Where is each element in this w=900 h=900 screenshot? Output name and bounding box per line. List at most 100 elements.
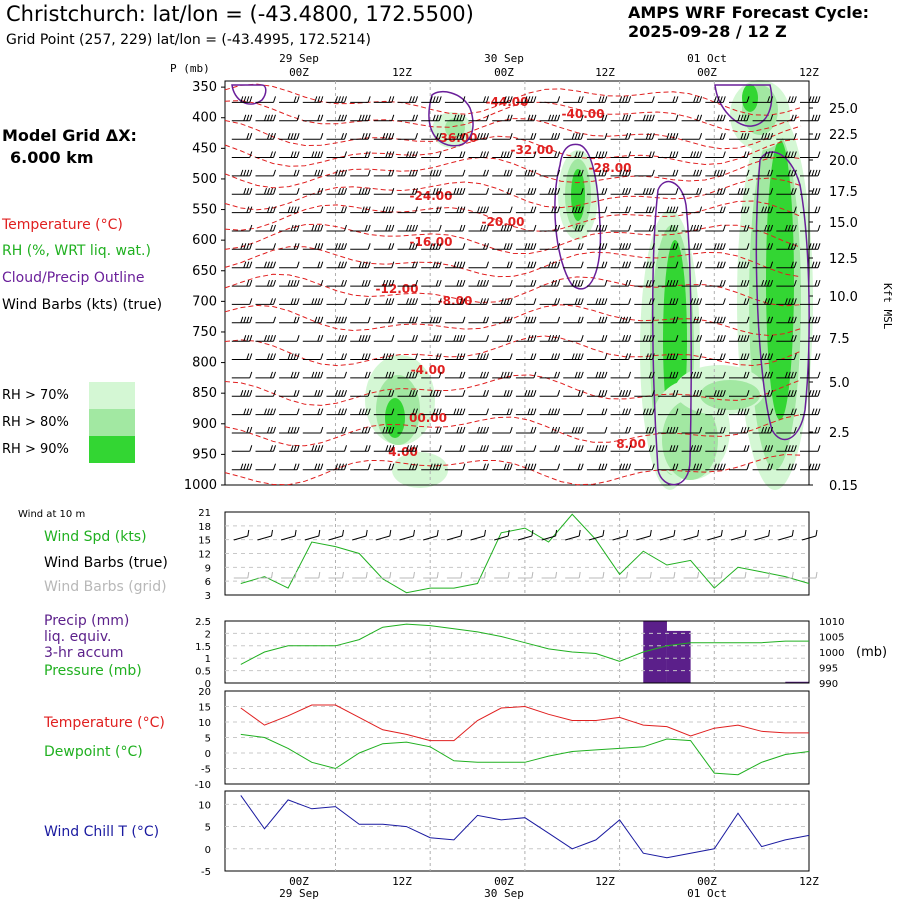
barb-feather: [503, 298, 507, 305]
barb-feather: [438, 316, 442, 323]
barb-feather: [716, 169, 720, 177]
kft-tick-label: 5.0: [829, 376, 850, 391]
wind-barb: [421, 408, 442, 416]
barb-feather: [509, 279, 513, 287]
wind-barb: [279, 316, 300, 324]
barb-feather: [503, 224, 507, 232]
barb-feather: [672, 133, 676, 140]
barb-feather: [699, 206, 703, 213]
barb-feather: [320, 169, 324, 177]
barb-feather: [527, 335, 531, 342]
barb-feather: [651, 390, 655, 397]
legend-rh80-swatch: [89, 409, 135, 436]
barb-feather: [506, 261, 510, 268]
barb-feather: [673, 571, 676, 579]
wind-barb: [350, 96, 371, 103]
barb-feather: [645, 279, 649, 287]
barb-feather: [793, 243, 797, 250]
wind-barb: [729, 261, 750, 269]
wind-barb: [776, 133, 797, 140]
wind-barb: [563, 151, 584, 158]
barb-feather: [604, 169, 608, 177]
barb-feather: [503, 96, 507, 103]
barb-feather: [719, 133, 723, 140]
barb-feather: [577, 133, 581, 140]
wind-barb: [492, 224, 513, 232]
barb-feather: [459, 133, 463, 140]
barb-feather: [675, 243, 679, 250]
barb-feather: [293, 371, 297, 379]
barb-feather: [743, 188, 747, 195]
barb-feather: [672, 206, 676, 213]
wind-barb: [350, 316, 371, 324]
barb-feather: [693, 96, 697, 103]
barb-feather: [554, 445, 558, 452]
barb-feather: [486, 445, 489, 452]
barb-feather: [811, 243, 815, 250]
wind-barb: [776, 261, 797, 269]
y-tick-label: 995: [819, 664, 838, 675]
y-tick-label: 12: [198, 550, 211, 561]
barb-feather: [696, 463, 700, 470]
barb-feather: [767, 353, 771, 360]
wind-barb: [610, 206, 632, 214]
wind-barb: [373, 335, 395, 342]
barb-feather: [716, 114, 720, 121]
barb-feather: [817, 390, 821, 397]
wind-barb: [634, 243, 655, 250]
barb-feather: [367, 463, 371, 470]
barb-feather: [790, 316, 794, 323]
barb-feather: [672, 224, 676, 232]
barb-feather: [551, 261, 555, 268]
wind-barb: [657, 96, 679, 103]
wind-barb: [421, 463, 442, 471]
y-tick-label: 15: [198, 536, 211, 547]
barb-feather: [361, 114, 365, 121]
barb-feather: [462, 261, 466, 268]
barb-feather: [320, 408, 324, 415]
barb-feather: [415, 371, 418, 379]
barb-feather: [317, 261, 321, 268]
barb-feather: [367, 243, 371, 250]
wind-barb: [468, 206, 489, 214]
barb-feather: [696, 408, 700, 415]
barb-feather: [814, 261, 818, 268]
wind-barb: [586, 298, 608, 305]
barb-feather: [382, 353, 386, 360]
barb-feather: [415, 224, 418, 232]
barb-feather: [814, 316, 818, 323]
barb-feather: [273, 279, 276, 287]
barb-feather: [626, 571, 629, 579]
barb-feather: [814, 390, 818, 397]
wind-barb: [634, 408, 655, 416]
barb-feather: [293, 133, 297, 140]
barb-feather: [604, 353, 608, 360]
isotherm: [224, 135, 802, 167]
barb-feather: [296, 353, 300, 360]
wind-barb: [681, 335, 703, 342]
wind-barb: [492, 169, 513, 177]
barb-feather: [486, 188, 489, 195]
barb-feather: [770, 169, 774, 177]
barb-feather: [243, 335, 247, 342]
barb-feather: [719, 188, 723, 195]
barb-feather: [767, 279, 771, 287]
barb-feather: [290, 445, 294, 452]
barb-feather: [480, 279, 483, 287]
barb-feather: [338, 316, 341, 323]
barb-feather: [246, 133, 250, 140]
barb-feather: [270, 224, 273, 232]
barb-feather: [746, 114, 750, 121]
barb-feather: [246, 316, 250, 323]
barb-feather: [409, 445, 412, 452]
barb-feather: [412, 335, 415, 342]
barb-staff: [588, 535, 604, 541]
isotherm: [224, 100, 802, 133]
wind-barb: [421, 224, 442, 232]
barb-staff: [257, 535, 272, 541]
barb-feather: [554, 206, 558, 213]
barb-feather: [675, 133, 679, 140]
barb-feather: [793, 133, 797, 140]
barb-feather: [317, 298, 321, 305]
barb-feather: [273, 426, 276, 434]
